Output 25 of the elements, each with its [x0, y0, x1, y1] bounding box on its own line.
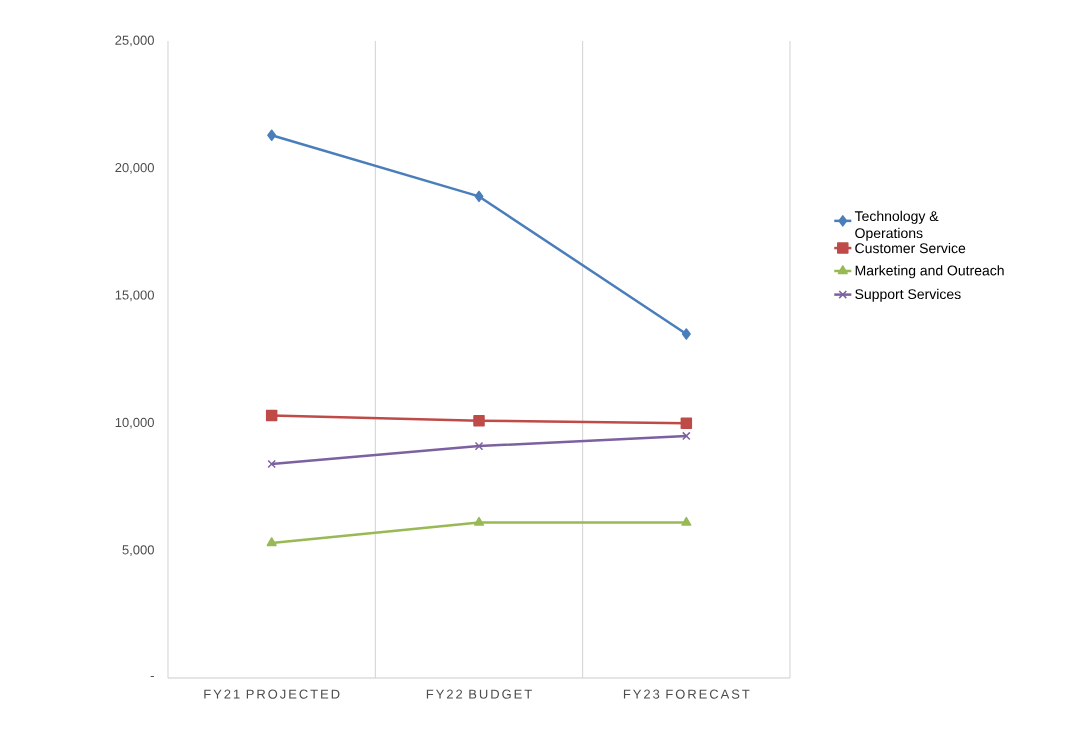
point: [680, 417, 693, 429]
x-tick-label: FY22 BUDGET: [426, 689, 532, 699]
y-tick-label: 25,000: [115, 35, 154, 47]
point: [681, 516, 692, 526]
point: [267, 129, 277, 142]
point: [682, 431, 691, 441]
point: [265, 409, 278, 422]
y-tick-label: 10,000: [115, 417, 154, 429]
x-tick-label: FY21 PROJECTED: [204, 689, 340, 699]
point: [474, 441, 484, 451]
y-tick-label: 20,000: [115, 163, 154, 174]
x-tick-label: FY23 FORECAST: [623, 689, 750, 699]
point: [473, 414, 485, 427]
legend-label: Customer Service: [855, 242, 966, 254]
legend-label: Support Services: [855, 288, 961, 302]
y-tick-label: 5,000: [122, 545, 154, 556]
point: [681, 328, 691, 340]
point: [266, 537, 277, 547]
point: [267, 459, 276, 469]
point: [474, 190, 484, 203]
legend-label: Technology & Operations: [854, 210, 939, 241]
y-tick-label: 15,000: [115, 290, 154, 302]
legend-label: Marketing and Outreach: [855, 265, 1004, 279]
point: [473, 516, 485, 526]
y-tick-label: -: [150, 676, 154, 678]
